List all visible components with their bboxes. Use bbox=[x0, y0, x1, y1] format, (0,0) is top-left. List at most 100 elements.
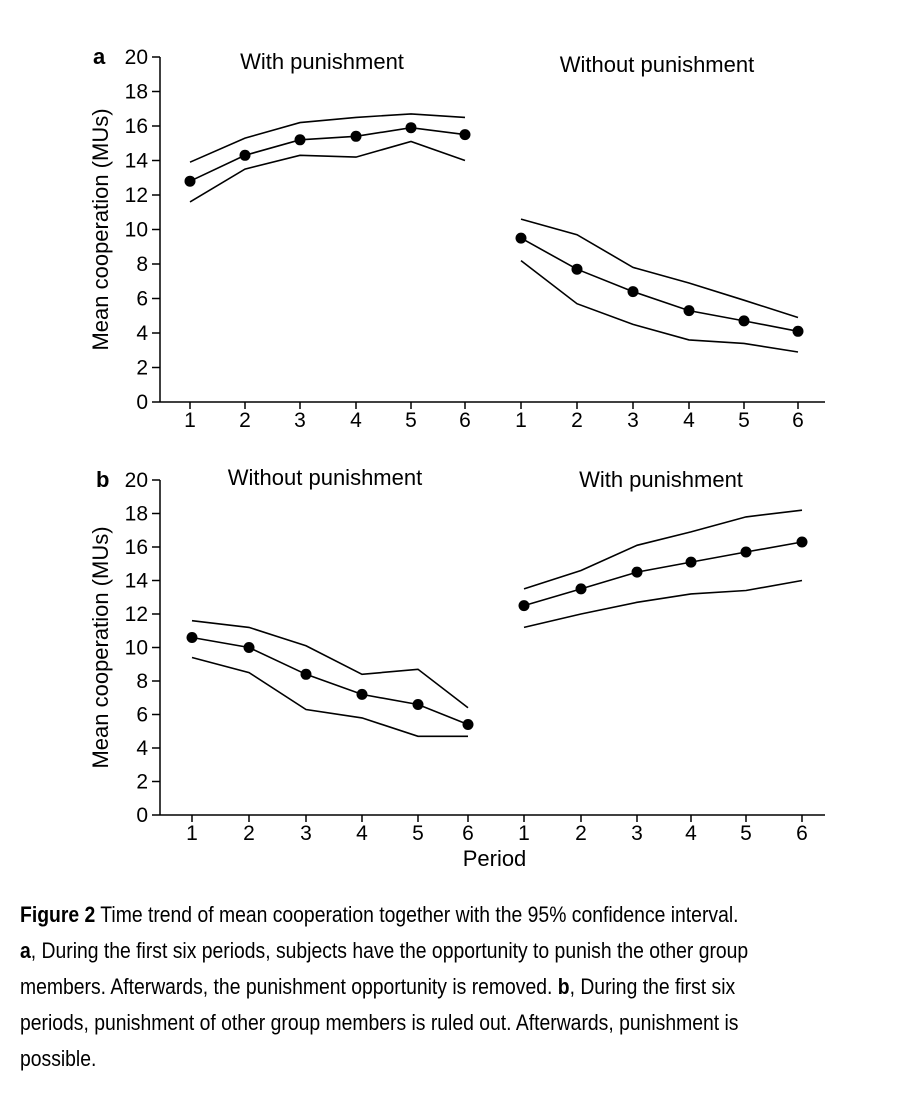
condition-label: Without punishment bbox=[228, 465, 422, 490]
condition-label: With punishment bbox=[240, 49, 404, 74]
y-tick-label: 16 bbox=[125, 536, 148, 559]
mean-point bbox=[518, 600, 530, 612]
mean-point bbox=[239, 149, 251, 161]
x-tick-label: 6 bbox=[792, 409, 804, 432]
lower-ci-line bbox=[191, 656, 468, 738]
y-tick-label: 8 bbox=[136, 253, 148, 276]
y-axis-title: Mean cooperation (MUs) bbox=[88, 526, 113, 768]
x-tick-label: 6 bbox=[796, 822, 808, 845]
y-tick-label: 16 bbox=[125, 115, 148, 138]
x-tick-label: 5 bbox=[412, 822, 424, 845]
x-tick-label: 3 bbox=[294, 409, 306, 432]
y-tick-label: 10 bbox=[125, 219, 148, 242]
mean-point bbox=[740, 546, 752, 558]
y-tick-label: 12 bbox=[125, 184, 148, 207]
x-tick-label: 6 bbox=[459, 409, 471, 432]
x-tick-label: 3 bbox=[627, 409, 639, 432]
mean-line bbox=[191, 636, 469, 726]
condition-1: 1 2 3 4 5 6 With punishment bbox=[184, 49, 471, 432]
mean-point bbox=[571, 263, 583, 275]
mean-point bbox=[294, 134, 306, 146]
y-tick-label: 14 bbox=[125, 570, 149, 593]
mean-point bbox=[459, 129, 471, 141]
mean-point bbox=[243, 642, 255, 653]
figure-caption: Figure 2 Time trend of mean cooperation … bbox=[20, 897, 785, 1077]
condition-label: Without punishment bbox=[560, 52, 754, 77]
y-tick-label: 12 bbox=[125, 603, 148, 626]
upper-ci-line bbox=[520, 218, 799, 319]
x-tick-label: 2 bbox=[239, 409, 251, 432]
upper-ci-line bbox=[189, 113, 466, 163]
mean-point bbox=[792, 325, 804, 337]
lower-ci-line bbox=[523, 579, 803, 629]
panel-letter-a: a bbox=[93, 44, 106, 69]
y-tick-label: 4 bbox=[136, 322, 148, 345]
x-tick-label: 1 bbox=[184, 409, 196, 432]
y-tick-label: 2 bbox=[136, 771, 148, 794]
x-tick-label: 1 bbox=[515, 409, 527, 432]
caption-figure-label: Figure 2 bbox=[20, 902, 96, 927]
caption-panel-b-label: b bbox=[557, 974, 570, 999]
mean-point bbox=[515, 232, 527, 244]
mean-line bbox=[523, 541, 803, 607]
y-tick-label: 8 bbox=[136, 670, 148, 693]
mean-point bbox=[685, 556, 697, 568]
y-tick-label: 4 bbox=[136, 737, 148, 760]
caption-line-4: periods, punishment of other group membe… bbox=[20, 1005, 785, 1041]
y-tick-label: 6 bbox=[136, 704, 148, 727]
caption-sentence-1: Time trend of mean cooperation together … bbox=[95, 902, 739, 927]
lower-ci-line bbox=[520, 259, 799, 353]
mean-point bbox=[186, 632, 198, 643]
y-tick-label: 0 bbox=[136, 804, 148, 827]
y-tick-label: 14 bbox=[125, 150, 149, 173]
mean-point bbox=[796, 536, 808, 548]
caption-line-1: Figure 2 Time trend of mean cooperation … bbox=[20, 897, 785, 933]
mean-point bbox=[738, 315, 750, 327]
x-tick-label: 3 bbox=[300, 822, 312, 845]
mean-point bbox=[575, 583, 587, 595]
caption-panel-a-text-1: , During the first six periods, subjects… bbox=[30, 938, 749, 963]
y-tick-label: 6 bbox=[136, 288, 148, 311]
condition-2: 1 2 3 4 5 6 Without punishment bbox=[515, 52, 804, 432]
x-tick-label: 5 bbox=[405, 409, 417, 432]
panel-letter-b: b bbox=[96, 467, 109, 492]
caption-line-2: a, During the first six periods, subject… bbox=[20, 933, 785, 969]
mean-point bbox=[412, 699, 424, 710]
y-tick-label: 20 bbox=[125, 469, 148, 492]
y-tick-label: 0 bbox=[136, 391, 148, 414]
x-tick-label: 5 bbox=[738, 409, 750, 432]
mean-point bbox=[683, 305, 695, 317]
y-tick-label: 2 bbox=[136, 357, 148, 380]
x-tick-label: 2 bbox=[243, 822, 255, 845]
caption-panel-a-text-2: members. Afterwards, the punishment oppo… bbox=[20, 974, 558, 999]
mean-point bbox=[356, 688, 368, 700]
upper-ci-line bbox=[191, 619, 469, 709]
mean-point bbox=[627, 286, 639, 298]
mean-point bbox=[462, 719, 474, 730]
mean-point bbox=[631, 566, 643, 578]
x-tick-label: 1 bbox=[186, 822, 198, 845]
mean-point bbox=[350, 130, 362, 142]
x-tick-label: 3 bbox=[631, 822, 643, 845]
x-tick-label: 4 bbox=[683, 409, 695, 432]
mean-point bbox=[184, 175, 196, 187]
condition-1: 1 2 3 4 5 6 Without punishment bbox=[186, 465, 474, 845]
x-tick-label: 5 bbox=[740, 822, 752, 845]
x-tick-label: 4 bbox=[350, 409, 362, 432]
upper-ci-line bbox=[523, 509, 803, 590]
y-tick-label: 20 bbox=[125, 46, 148, 69]
x-tick-label: 4 bbox=[685, 822, 697, 845]
caption-panel-b-text-2: periods, punishment of other group membe… bbox=[20, 1010, 739, 1035]
caption-line-3: members. Afterwards, the punishment oppo… bbox=[20, 969, 785, 1005]
caption-panel-b-text-1: , During the first six bbox=[569, 974, 736, 999]
x-tick-label: 4 bbox=[356, 822, 368, 845]
mean-line bbox=[520, 237, 799, 333]
condition-2: 1 2 3 4 5 6 With punishment bbox=[518, 467, 808, 845]
caption-panel-b-text-3: possible. bbox=[20, 1046, 97, 1071]
x-tick-label: 2 bbox=[575, 822, 587, 845]
y-tick-label: 10 bbox=[125, 637, 148, 660]
condition-label: With punishment bbox=[579, 467, 743, 492]
